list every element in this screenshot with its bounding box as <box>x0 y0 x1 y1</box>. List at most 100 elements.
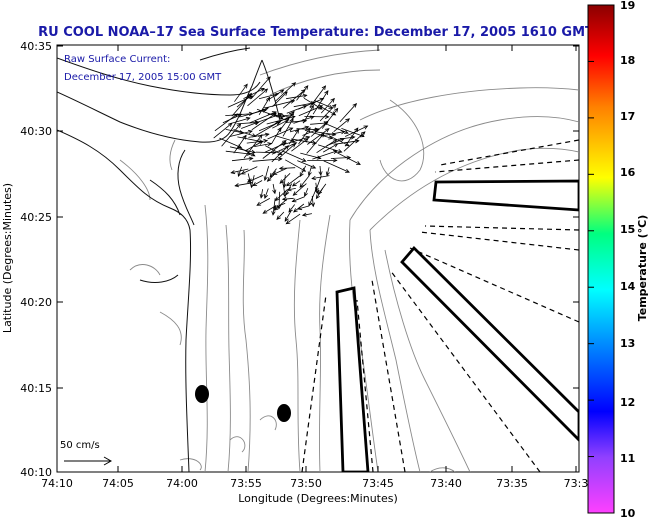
colorbar-tick-label: 11 <box>620 452 635 465</box>
y-tick-label: 40:10 <box>20 466 52 479</box>
y-axis-ticks <box>57 45 579 473</box>
current-vector <box>291 138 309 152</box>
colorbar-label: Temperature (°C) <box>636 215 649 322</box>
current-vector <box>262 140 287 159</box>
current-vector <box>323 143 339 153</box>
current-vector <box>314 182 319 195</box>
current-vector <box>278 166 296 171</box>
current-vector <box>284 210 292 222</box>
current-vector <box>307 158 338 163</box>
colorbar-tick-label: 16 <box>620 166 636 179</box>
current-vector <box>276 211 285 220</box>
y-tick-label: 40:35 <box>20 40 52 53</box>
current-vector <box>292 183 307 196</box>
current-vector <box>250 76 271 100</box>
current-vector <box>291 196 305 203</box>
current-vector <box>286 175 300 187</box>
current-vector <box>243 134 263 159</box>
x-tick-label: 73:55 <box>230 477 262 490</box>
current-vector <box>240 166 258 175</box>
surface-current-vectors <box>213 76 369 225</box>
current-vector <box>234 83 248 102</box>
y-tick-label: 40:15 <box>20 382 52 395</box>
current-vector <box>307 128 330 145</box>
current-vector <box>272 202 286 209</box>
current-vector <box>251 112 277 131</box>
current-vector <box>274 82 297 102</box>
colorbar-tick-label: 15 <box>620 223 635 236</box>
current-vector <box>264 188 269 199</box>
current-vector <box>281 196 294 202</box>
current-vector <box>258 112 283 123</box>
current-vector <box>229 116 251 125</box>
plot-area <box>56 44 580 473</box>
current-vector <box>318 165 323 177</box>
current-vector <box>339 103 358 123</box>
current-vector <box>320 130 346 137</box>
current-vector <box>315 188 323 200</box>
scale-arrow <box>64 456 113 466</box>
scale-arrow-label: 50 cm/s <box>60 440 100 451</box>
colorbar-tick-label: 14 <box>620 280 636 293</box>
current-vector <box>303 187 309 197</box>
current-vector <box>222 113 243 124</box>
colorbar-tick-label: 13 <box>620 337 635 350</box>
colorbar-tick-label: 12 <box>620 396 635 409</box>
current-vector <box>333 118 351 133</box>
current-vector <box>272 183 277 195</box>
station-marker <box>195 385 209 403</box>
current-vector <box>321 107 339 129</box>
current-vector <box>286 105 308 114</box>
x-tick-label: 73:45 <box>362 477 394 490</box>
current-vector <box>299 175 310 188</box>
current-vector <box>311 175 330 181</box>
current-vector <box>289 125 310 133</box>
current-vector <box>272 91 288 107</box>
current-vector <box>297 205 310 211</box>
chart-title: RU COOL NOAA–17 Sea Surface Temperature:… <box>38 25 594 40</box>
current-vector <box>234 182 253 188</box>
y-tick-label: 40:20 <box>20 296 52 309</box>
x-axis-ticks <box>56 45 577 472</box>
current-vector <box>307 165 312 177</box>
current-vector <box>274 189 288 202</box>
current-vector <box>231 92 253 117</box>
current-vector <box>278 143 296 159</box>
current-vector <box>214 113 239 132</box>
colorbar-tick-label: 18 <box>620 54 635 67</box>
current-vector <box>345 125 369 137</box>
current-vector <box>237 166 243 177</box>
current-vector <box>297 160 317 169</box>
current-vector <box>293 115 315 124</box>
current-vector <box>221 123 242 147</box>
current-vector <box>229 129 253 137</box>
coverage-dashed-lines <box>301 139 579 472</box>
current-vector <box>252 180 263 187</box>
current-vector <box>312 90 329 115</box>
map-layers <box>57 47 579 472</box>
current-vector <box>263 165 269 182</box>
current-vector <box>302 104 314 124</box>
current-vector <box>312 150 338 160</box>
current-vector <box>259 189 264 199</box>
x-tick-label: 74:05 <box>102 477 134 490</box>
current-vector <box>306 132 325 154</box>
current-vector <box>266 174 275 182</box>
current-vector <box>247 88 269 107</box>
colorbar-tick-label: 19 <box>620 0 635 12</box>
colorbar-ticks <box>588 4 594 514</box>
colorbar-tick-label: 10 <box>620 507 636 519</box>
current-vector <box>230 168 249 175</box>
station-marker <box>277 404 291 422</box>
current-vector <box>285 213 301 225</box>
current-vector <box>320 97 335 114</box>
current-vector <box>213 122 233 139</box>
x-tick-label: 73:50 <box>290 477 322 490</box>
current-vector <box>219 137 243 149</box>
current-vector <box>249 111 277 124</box>
x-tick-label: 74:00 <box>166 477 198 490</box>
current-vector <box>237 146 256 157</box>
current-vector <box>330 155 352 160</box>
current-vector <box>309 85 327 108</box>
